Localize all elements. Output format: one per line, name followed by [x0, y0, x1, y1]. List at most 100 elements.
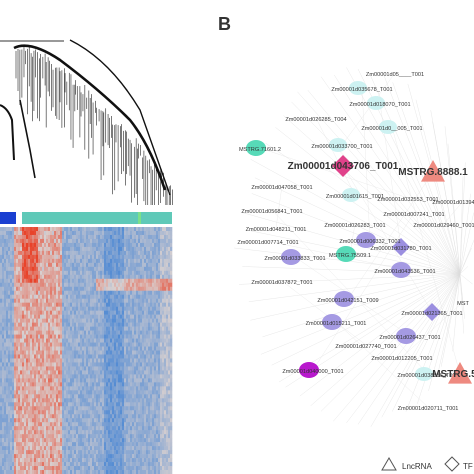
heatmap-cell	[148, 386, 151, 391]
heatmap-cell	[34, 282, 37, 288]
heatmap-cell	[50, 346, 53, 351]
heatmap-cell	[64, 418, 67, 423]
heatmap-cell	[48, 374, 51, 379]
heatmap-cell	[76, 250, 79, 256]
heatmap-cell	[76, 434, 79, 439]
heatmap-cell	[122, 246, 125, 252]
heatmap-cell	[110, 378, 113, 383]
heatmap-cell	[70, 402, 73, 407]
heatmap-cell	[52, 350, 55, 355]
heatmap-cell	[136, 434, 139, 439]
heatmap-cell	[146, 422, 149, 427]
heatmap-cell	[30, 358, 33, 363]
heatmap-cell	[154, 422, 157, 427]
heatmap-cell	[54, 238, 57, 244]
heatmap-cell	[60, 258, 63, 264]
heatmap-cell	[56, 410, 59, 415]
heatmap-cell	[112, 358, 115, 363]
heatmap-cell	[164, 354, 167, 359]
expression-heatmap	[0, 227, 173, 474]
heatmap-cell	[16, 410, 19, 415]
heatmap-cell	[86, 446, 89, 451]
heatmap-cell	[56, 326, 59, 331]
heatmap-cell	[100, 238, 103, 244]
heatmap-cell	[2, 266, 5, 272]
heatmap-cell	[28, 354, 31, 359]
heatmap-cell	[108, 310, 111, 315]
heatmap-cell	[64, 298, 67, 303]
heatmap-cell	[128, 238, 131, 244]
heatmap-cell	[18, 390, 21, 395]
heatmap-cell	[140, 250, 143, 256]
heatmap-cell	[130, 306, 133, 311]
heatmap-cell	[44, 227, 47, 232]
heatmap-cell	[160, 227, 163, 232]
heatmap-cell	[42, 402, 45, 407]
heatmap-cell	[154, 310, 157, 315]
heatmap-cell	[148, 234, 151, 240]
heatmap-cell	[106, 406, 109, 411]
heatmap-cell	[2, 238, 5, 244]
heatmap-cell	[80, 390, 83, 395]
heatmap-cell	[104, 262, 107, 268]
heatmap-cell	[6, 434, 9, 439]
heatmap-cell	[116, 394, 119, 399]
heatmap-cell	[4, 266, 7, 272]
heatmap-cell	[54, 310, 57, 315]
heatmap-cell	[72, 338, 75, 343]
heatmap-cell	[70, 338, 73, 343]
heatmap-cell	[160, 266, 163, 272]
heatmap-cell	[152, 422, 155, 427]
heatmap-cell	[158, 318, 161, 323]
heatmap-cell	[22, 238, 25, 244]
heatmap-cell	[10, 278, 13, 284]
heatmap-cell	[50, 334, 53, 339]
heatmap-cell	[16, 246, 19, 252]
heatmap-cell	[28, 386, 31, 391]
heatmap-cell	[54, 386, 57, 391]
heatmap-cell	[160, 246, 163, 252]
heatmap-cell	[78, 346, 81, 351]
heatmap-cell	[144, 398, 147, 403]
heatmap-cell	[86, 322, 89, 327]
heatmap-cell	[136, 306, 139, 311]
heatmap-cell	[30, 406, 33, 411]
heatmap-cell	[126, 386, 129, 391]
heatmap-cell	[122, 254, 125, 260]
heatmap-cell	[74, 414, 77, 419]
heatmap-cell	[132, 246, 135, 252]
heatmap-cell	[98, 242, 101, 248]
heatmap-cell	[14, 442, 17, 447]
heatmap-cell	[160, 250, 163, 256]
heatmap-cell	[116, 314, 119, 319]
heatmap-cell	[34, 390, 37, 395]
heatmap-cell	[64, 274, 67, 280]
heatmap-cell	[58, 326, 61, 331]
heatmap-cell	[4, 278, 7, 284]
heatmap-cell	[126, 266, 129, 272]
heatmap-cell	[168, 426, 171, 431]
heatmap-cell	[164, 338, 167, 343]
heatmap-cell	[80, 306, 83, 311]
heatmap-cell	[50, 366, 53, 371]
heatmap-cell	[4, 262, 7, 268]
heatmap-cell	[136, 302, 139, 307]
heatmap-cell	[36, 318, 39, 323]
heatmap-cell	[32, 334, 35, 339]
heatmap-cell	[158, 370, 161, 375]
heatmap-cell	[134, 310, 137, 315]
heatmap-cell	[110, 426, 113, 431]
heatmap-cell	[112, 254, 115, 260]
heatmap-cell	[54, 342, 57, 347]
heatmap-cell	[6, 234, 9, 240]
heatmap-cell	[126, 446, 129, 451]
heatmap-cell	[116, 346, 119, 351]
heatmap-cell	[44, 366, 47, 371]
heatmap-cell	[84, 378, 87, 383]
heatmap-cell	[136, 238, 139, 244]
heatmap-cell	[124, 298, 127, 303]
heatmap-cell	[66, 246, 69, 252]
heatmap-cell	[92, 286, 95, 292]
heatmap-cell	[42, 298, 45, 303]
heatmap-cell	[140, 278, 143, 284]
